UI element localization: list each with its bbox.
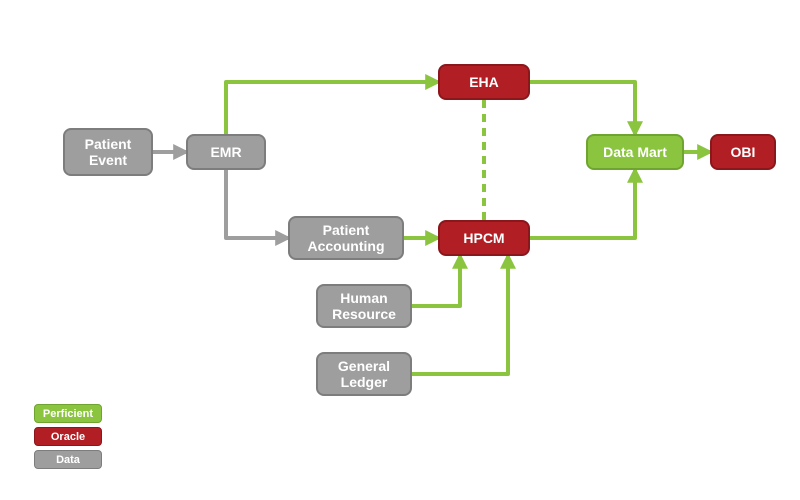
node-emr: EMR [186,134,266,170]
legend_perficient: Perficient [34,404,102,423]
node-hpcm: HPCM [438,220,530,256]
edge-e_eha_dm [530,82,635,134]
edge-e_emr_pa [226,170,288,238]
legend_data: Data [34,450,102,469]
node-eha: EHA [438,64,530,100]
edge-e_hr_hpcm [412,256,460,306]
legend_oracle: Oracle [34,427,102,446]
node-obi: OBI [710,134,776,170]
edge-e_emr_eha [226,82,438,134]
node-patient_event: Patient Event [63,128,153,176]
node-data_mart: Data Mart [586,134,684,170]
flowchart-canvas: Patient Event EMR Patient Accounting Human … [0,0,800,500]
edge-e_hpcm_dm [530,170,635,238]
node-human_resource: Human Resource [316,284,412,328]
node-patient_accounting: Patient Accounting [288,216,404,260]
node-general_ledger: General Ledger [316,352,412,396]
